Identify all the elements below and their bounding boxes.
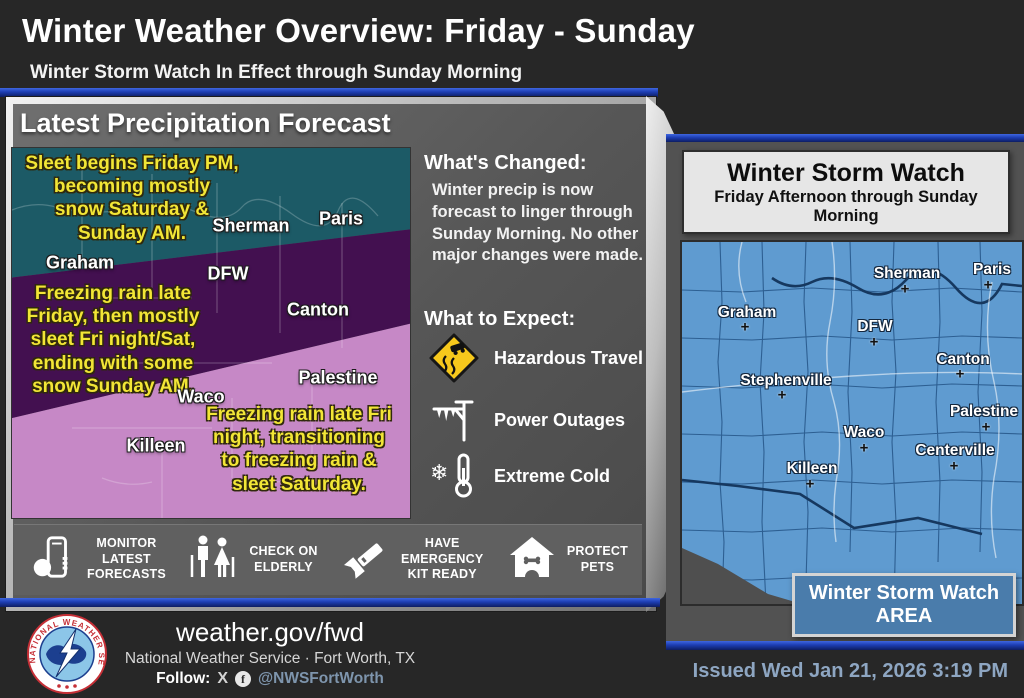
watch-city-sherman: Sherman bbox=[873, 265, 941, 282]
city-marker: + bbox=[949, 457, 959, 475]
zone-south-annotation: Freezing rain late Fri night, transition… bbox=[206, 404, 392, 495]
city-label-waco: Waco bbox=[177, 386, 225, 407]
issued-timestamp: Issued Wed Jan 21, 2026 3:19 PM bbox=[692, 660, 1008, 682]
expect-item-label: Power Outages bbox=[494, 410, 626, 430]
safety-tips-bar: MONITOR LATEST FORECASTS CHECK ON ELDERL… bbox=[14, 524, 642, 595]
city-marker: + bbox=[981, 418, 991, 436]
safety-item-monitor: MONITOR LATEST FORECASTS bbox=[28, 531, 166, 588]
watch-panel-titlebox: Winter Storm Watch Friday Afternoon thro… bbox=[682, 150, 1010, 234]
city-label-killeen: Killeen bbox=[126, 435, 186, 456]
safety-item-label: CHECK ON ELDERLY bbox=[249, 543, 318, 574]
city-label-dfw: DFW bbox=[207, 263, 249, 284]
page-title: Winter Weather Overview: Friday - Sunday bbox=[22, 12, 695, 49]
expect-item-label: Extreme Cold bbox=[494, 466, 611, 486]
watch-city-graham: Graham bbox=[717, 304, 777, 321]
watch-city-dfw: DFW bbox=[857, 318, 893, 335]
whats-changed-heading: What's Changed: bbox=[424, 152, 587, 174]
watch-panel-bottom-accent bbox=[666, 641, 1024, 650]
zone-north-annotation: Sleet begins Friday PM, becoming mostly … bbox=[25, 153, 239, 244]
watch-city-stephenville: Stephenville bbox=[740, 372, 832, 389]
city-marker: + bbox=[900, 280, 910, 298]
watch-panel-top-accent bbox=[666, 134, 1024, 142]
flashlight-icon bbox=[340, 531, 392, 588]
nws-logo: NATIONAL WEATHER SERVICE bbox=[23, 606, 108, 695]
facebook-icon: f bbox=[235, 671, 252, 687]
watch-area-label: Winter Storm Watch AREA bbox=[808, 582, 1000, 627]
city-marker: + bbox=[777, 386, 787, 404]
safety-item-elderly: CHECK ON ELDERLY bbox=[188, 531, 317, 588]
city-label-sherman: Sherman bbox=[212, 215, 290, 236]
watch-subtitle: Friday Afternoon through Sunday Morning bbox=[714, 188, 978, 225]
safety-item-emergency-kit: HAVE EMERGENCY KIT READY bbox=[340, 531, 483, 588]
city-label-paris: Paris bbox=[318, 208, 364, 229]
city-label-palestine: Palestine bbox=[298, 367, 378, 388]
watch-city-canton: Canton bbox=[936, 351, 990, 368]
header-divider bbox=[0, 88, 658, 97]
forecast-panel-title: Latest Precipitation Forecast bbox=[20, 108, 391, 138]
zone-central-annotation: Freezing rain late Friday, then mostly s… bbox=[26, 283, 200, 397]
whats-changed-body: Winter precip is now forecast to linger … bbox=[432, 181, 643, 265]
phone-icon bbox=[28, 531, 78, 588]
watch-city-centerville: Centerville bbox=[915, 442, 995, 459]
city-marker: + bbox=[859, 439, 869, 457]
dog-house-icon bbox=[506, 531, 558, 588]
hazardous-travel-icon bbox=[428, 332, 480, 384]
footer-url: weather.gov/fwd bbox=[176, 617, 364, 647]
watch-city-killeen: Killeen bbox=[786, 460, 838, 477]
watch-city-waco: Waco bbox=[843, 424, 885, 441]
footer-org: National Weather Service · Fort Worth, T… bbox=[124, 650, 416, 667]
page-subtitle: Winter Storm Watch In Effect through Sun… bbox=[30, 62, 523, 83]
x-twitter-icon: X bbox=[217, 670, 229, 687]
svg-text:❄: ❄ bbox=[430, 461, 448, 486]
watch-city-palestine: Palestine bbox=[949, 403, 1019, 420]
county-lines bbox=[12, 168, 379, 518]
city-marker: + bbox=[983, 276, 993, 294]
safety-item-label: MONITOR LATEST FORECASTS bbox=[87, 536, 166, 582]
city-marker: + bbox=[955, 365, 965, 383]
precipitation-forecast-map: Sleet begins Friday PM, becoming mostly … bbox=[12, 148, 410, 518]
extreme-cold-icon: ❄ bbox=[428, 450, 480, 502]
safety-item-pets: PROTECT PETS bbox=[506, 531, 628, 588]
safety-item-label: HAVE EMERGENCY KIT READY bbox=[401, 536, 484, 582]
follow-label: Follow: bbox=[156, 670, 211, 687]
safety-item-label: PROTECT PETS bbox=[566, 543, 628, 574]
expect-item-label: Hazardous Travel bbox=[494, 348, 644, 368]
power-outages-icon bbox=[428, 394, 480, 446]
watch-map-basemap bbox=[681, 241, 1023, 605]
city-marker: + bbox=[869, 333, 879, 351]
city-marker: + bbox=[740, 318, 750, 336]
winter-storm-watch-map: Sherman + Paris + Graham + DFW + Canton … bbox=[680, 240, 1024, 606]
footer-divider bbox=[0, 598, 660, 607]
footer-follow-row: Follow: X f @NWSFortWorth bbox=[110, 670, 430, 688]
city-label-graham: Graham bbox=[45, 252, 115, 273]
watch-area-legend: Winter Storm Watch AREA bbox=[792, 573, 1016, 637]
city-label-canton: Canton bbox=[287, 299, 349, 320]
watch-city-paris: Paris bbox=[973, 261, 1011, 278]
watch-title: Winter Storm Watch bbox=[727, 159, 965, 187]
city-marker: + bbox=[805, 475, 815, 493]
what-to-expect-heading: What to Expect: bbox=[424, 308, 576, 330]
elderly-icon bbox=[188, 531, 240, 588]
social-handle: @NWSFortWorth bbox=[258, 670, 384, 687]
